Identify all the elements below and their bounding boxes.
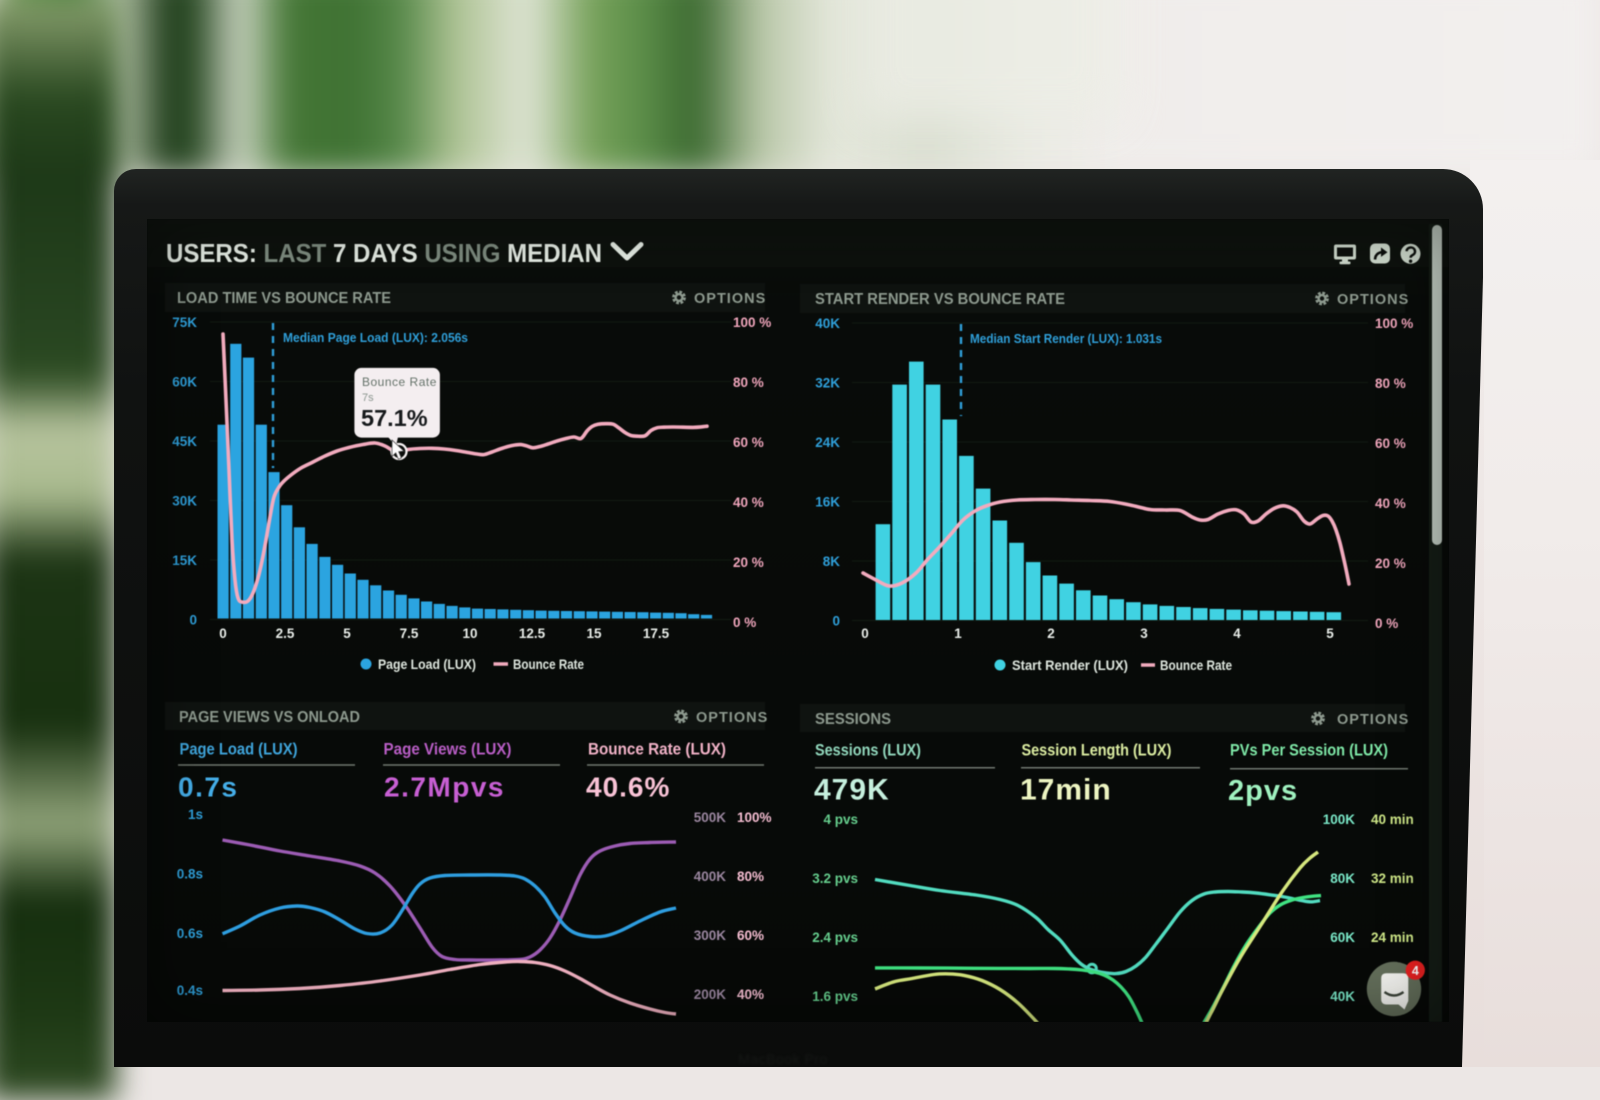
svg-text:60K: 60K (1330, 930, 1355, 945)
svg-text:1s: 1s (188, 807, 203, 822)
svg-text:0: 0 (189, 613, 197, 628)
svg-text:17min: 17min (1020, 774, 1112, 807)
svg-text:24K: 24K (815, 435, 840, 450)
svg-text:Median Start Render (LUX): 1.0: Median Start Render (LUX): 1.031s (970, 331, 1162, 346)
svg-text:40 min: 40 min (1371, 812, 1414, 827)
svg-text:8K: 8K (823, 554, 841, 569)
svg-text:0.8s: 0.8s (177, 867, 203, 882)
svg-text:Page Load (LUX): Page Load (LUX) (378, 656, 476, 672)
svg-text:0.6s: 0.6s (177, 926, 203, 941)
svg-text:15: 15 (586, 626, 602, 641)
svg-text:40 %: 40 % (1375, 496, 1406, 511)
svg-text:Page Views (LUX): Page Views (LUX) (384, 740, 512, 759)
svg-text:OPTIONS: OPTIONS (1337, 712, 1409, 728)
svg-text:7s: 7s (362, 392, 374, 404)
svg-text:LOAD TIME VS BOUNCE RATE: LOAD TIME VS BOUNCE RATE (177, 290, 391, 307)
svg-text:40K: 40K (1330, 989, 1355, 1004)
svg-text:Bounce Rate: Bounce Rate (362, 375, 437, 389)
svg-text:32K: 32K (815, 376, 840, 391)
svg-text:2pvs: 2pvs (1228, 775, 1298, 807)
svg-text:Page Load (LUX): Page Load (LUX) (180, 740, 298, 759)
svg-text:5: 5 (1326, 626, 1334, 641)
svg-text:4: 4 (1233, 626, 1241, 641)
svg-text:479K: 479K (814, 774, 890, 807)
svg-text:0.7s: 0.7s (178, 772, 239, 803)
svg-text:7.5: 7.5 (400, 626, 419, 641)
svg-text:500K: 500K (694, 810, 727, 825)
svg-text:300K: 300K (694, 928, 727, 943)
svg-text:3.2 pvs: 3.2 pvs (812, 871, 858, 886)
svg-text:32 min: 32 min (1371, 871, 1414, 886)
svg-text:Start Render (LUX): Start Render (LUX) (1012, 657, 1128, 673)
svg-text:60 %: 60 % (733, 435, 764, 450)
svg-text:100 %: 100 % (733, 315, 771, 330)
svg-text:100 %: 100 % (1375, 316, 1413, 331)
svg-text:100%: 100% (737, 810, 772, 825)
svg-text:12.5: 12.5 (519, 626, 546, 641)
svg-text:0.4s: 0.4s (177, 983, 203, 998)
svg-text:PVs Per Session (LUX): PVs Per Session (LUX) (1230, 741, 1388, 760)
svg-text:10: 10 (462, 626, 477, 641)
svg-text:USERS: LAST 7 DAYS USING MEDIA: USERS: LAST 7 DAYS USING MEDIAN (166, 238, 602, 268)
svg-text:0: 0 (861, 626, 869, 641)
svg-text:0 %: 0 % (1375, 616, 1398, 631)
svg-text:60 %: 60 % (1375, 436, 1406, 451)
svg-text:START RENDER VS BOUNCE RATE: START RENDER VS BOUNCE RATE (815, 291, 1065, 308)
svg-text:2.5: 2.5 (276, 626, 295, 641)
svg-text:2.4 pvs: 2.4 pvs (812, 930, 858, 945)
svg-text:OPTIONS: OPTIONS (696, 710, 768, 726)
svg-text:2: 2 (1047, 626, 1055, 641)
svg-text:24 min: 24 min (1371, 930, 1414, 945)
svg-text:40.6%: 40.6% (586, 772, 670, 803)
svg-text:60K: 60K (172, 375, 197, 390)
svg-text:Bounce Rate (LUX): Bounce Rate (LUX) (588, 740, 726, 759)
svg-text:100K: 100K (1323, 812, 1356, 827)
svg-text:1.6 pvs: 1.6 pvs (812, 989, 858, 1004)
svg-text:OPTIONS: OPTIONS (694, 291, 766, 307)
svg-text:75K: 75K (172, 315, 197, 330)
svg-text:15K: 15K (172, 553, 197, 568)
svg-text:PAGE VIEWS VS ONLOAD: PAGE VIEWS VS ONLOAD (179, 709, 360, 726)
svg-text:Median Page Load (LUX): 2.056s: Median Page Load (LUX): 2.056s (283, 330, 468, 345)
svg-text:60%: 60% (737, 928, 764, 943)
svg-text:20 %: 20 % (1375, 556, 1406, 571)
svg-text:80 %: 80 % (1375, 376, 1406, 391)
svg-text:40%: 40% (737, 987, 764, 1002)
svg-text:30K: 30K (172, 494, 197, 509)
svg-text:SESSIONS: SESSIONS (815, 711, 891, 728)
svg-text:200K: 200K (694, 987, 727, 1002)
svg-text:Session Length (LUX): Session Length (LUX) (1022, 741, 1172, 760)
svg-text:400K: 400K (694, 869, 727, 884)
svg-text:20 %: 20 % (733, 555, 764, 570)
svg-text:0 %: 0 % (733, 615, 756, 630)
svg-text:5: 5 (343, 626, 351, 641)
svg-text:17.5: 17.5 (643, 626, 670, 641)
svg-text:0: 0 (832, 614, 840, 629)
svg-text:0: 0 (219, 626, 227, 641)
svg-text:80 %: 80 % (733, 375, 764, 390)
svg-text:80%: 80% (737, 869, 764, 884)
svg-text:Bounce Rate: Bounce Rate (1160, 657, 1232, 673)
svg-text:1: 1 (954, 626, 962, 641)
svg-text:57.1%: 57.1% (361, 405, 428, 431)
svg-text:40 %: 40 % (733, 495, 764, 510)
svg-text:Sessions (LUX): Sessions (LUX) (815, 741, 921, 760)
svg-text:OPTIONS: OPTIONS (1337, 292, 1409, 308)
svg-text:16K: 16K (815, 495, 840, 510)
svg-text:Bounce Rate: Bounce Rate (513, 656, 584, 672)
svg-text:45K: 45K (172, 434, 197, 449)
svg-text:80K: 80K (1330, 871, 1355, 886)
svg-text:40K: 40K (815, 316, 840, 331)
svg-text:4: 4 (1412, 964, 1419, 978)
svg-text:2.7Mpvs: 2.7Mpvs (384, 772, 505, 803)
svg-text:4 pvs: 4 pvs (823, 812, 858, 827)
svg-text:3: 3 (1140, 626, 1148, 641)
